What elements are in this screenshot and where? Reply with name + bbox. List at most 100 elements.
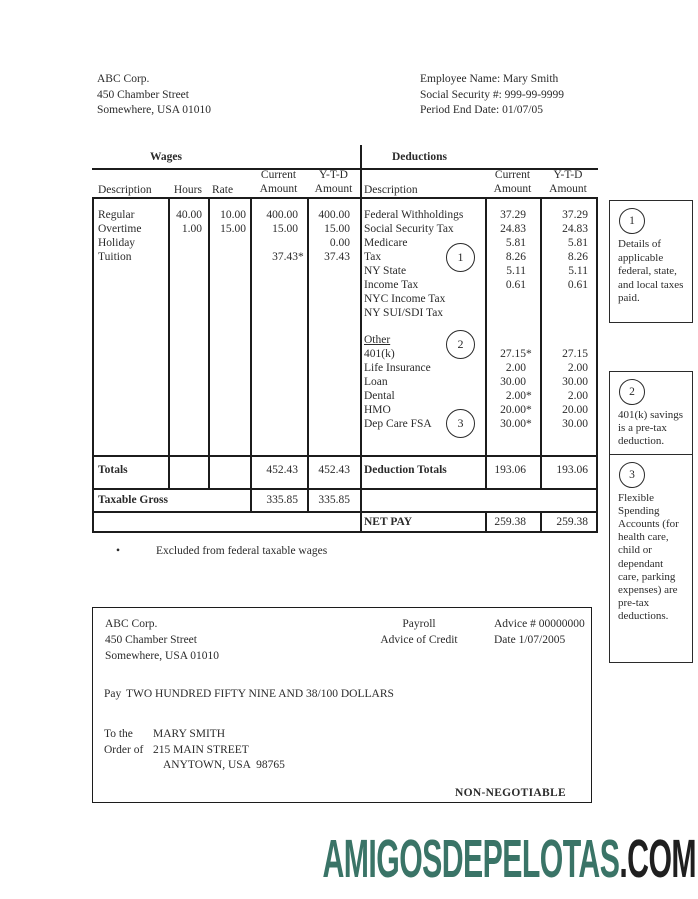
watermark-tld: .COM [619, 829, 696, 889]
footnote: • Excluded from federal taxable wages [116, 545, 327, 557]
check-type-line2: Advice of Credit [380, 634, 458, 646]
wages-totals-current: 452.43 [266, 464, 298, 476]
company-address-block: ABC Corp. 450 Chamber Street Somewhere, … [97, 72, 211, 119]
deduction-ytd-amount: 2.00 [567, 362, 588, 374]
wages-totals-row: Totals 452.43 452.43 Deduction Totals 19… [92, 463, 598, 477]
wage-ytd-amount: 0.00 [329, 237, 350, 249]
employee-ssn: Social Security #: 999-99-9999 [420, 88, 565, 101]
wages-current-header-2: Amount [259, 183, 298, 195]
deduction-ytd-amount: 8.26 [567, 251, 588, 263]
order-of-label: Order of [104, 744, 144, 756]
footnote-text: Excluded from federal taxable wages [156, 545, 328, 557]
net-pay-current: 259.38 [494, 516, 526, 528]
callout-3-circle: 3 [446, 409, 475, 438]
employee-name: Employee Name: Mary Smith [420, 73, 559, 85]
advice-number: Advice # 00000000 [494, 618, 585, 630]
wage-description: Tuition [98, 251, 132, 263]
col-line-desc-hours [168, 197, 170, 488]
ded-col-line-current-ytd [540, 197, 542, 488]
wage-description: Holiday [98, 237, 136, 249]
deduction-description: Loan [364, 376, 388, 388]
bullet-icon: • [116, 545, 121, 557]
wages-deductions-divider [360, 145, 362, 533]
check-type-line1: Payroll [402, 618, 436, 630]
ded-current-header-1: Current [494, 169, 531, 181]
table-right-border [596, 197, 598, 533]
table-left-border [92, 197, 94, 533]
col-line-hours-rate [208, 197, 210, 488]
deduction-description: Dep Care FSA [364, 418, 432, 430]
deduction-totals-current: 193.06 [494, 464, 526, 476]
wages-current-header-1: Current [260, 169, 297, 181]
deduction-row: NYC Income Tax [92, 292, 598, 306]
ded-ytd-header-1: Y-T-D [553, 169, 583, 181]
deduction-description: NY SUI/SDI Tax [364, 307, 444, 319]
wages-row: Holiday 0.00 [92, 236, 598, 250]
deduction-current-amount: 37.29 [500, 209, 526, 221]
wages-section-title: Wages [150, 151, 182, 163]
deduction-row: Dep Care FSA 30.00* 30.00 [92, 417, 598, 431]
totals-top-border [92, 455, 598, 457]
deduction-description: Life Insurance [364, 362, 431, 374]
deduction-row: Other [92, 333, 598, 347]
deduction-totals-ytd: 193.06 [556, 464, 588, 476]
deduction-ytd-amount: 5.81 [567, 237, 588, 249]
wages-totals-ytd: 452.43 [318, 464, 350, 476]
to-the-label: To the [104, 728, 133, 740]
note-2-circle: 2 [619, 379, 645, 405]
deduction-description: NY State [364, 265, 407, 277]
taxable-gross-label: Taxable Gross [98, 494, 168, 506]
wage-rate: 10.00 [220, 209, 246, 221]
wages-hours-header: Hours [173, 184, 202, 196]
sidebar-note-1: 1 Details of applicable federal, state, … [609, 200, 693, 323]
wages-rate-header: Rate [212, 184, 234, 196]
net-pay-row: NET PAY 259.38 259.38 [92, 515, 598, 529]
deduction-ytd-amount: 20.00 [562, 404, 588, 416]
wages-row: Tuition 37.43* 37.43 [92, 250, 598, 264]
pay-label: Pay [104, 688, 122, 700]
watermark-brand: AMIGOSDEPELOTAS [322, 829, 620, 889]
taxable-gross-current: 335.85 [266, 494, 298, 506]
deduction-row: Life Insurance 2.00 2.00 [92, 361, 598, 375]
deduction-current-amount: 30.00* [500, 418, 532, 430]
check-company-city: Somewhere, USA 01010 [105, 650, 220, 662]
net-pay-ytd: 259.38 [556, 516, 588, 528]
ded-col-line-desc-current [485, 511, 487, 533]
deduction-ytd-amount: 5.11 [568, 265, 588, 277]
deduction-current-amount: 27.15* [500, 348, 532, 360]
ded-ytd-header-2: Amount [549, 183, 587, 195]
deduction-row: Dental 2.00* 2.00 [92, 389, 598, 403]
deduction-description: Federal Withholdings [364, 209, 464, 221]
check-company-street: 450 Chamber Street [105, 634, 197, 646]
note-1-circle: 1 [619, 208, 645, 234]
wages-ytd-header-2: Amount [314, 183, 353, 195]
wage-description: Overtime [98, 223, 142, 235]
deduction-description: Other [364, 334, 391, 346]
deduction-current-amount: 30.00 [500, 376, 526, 388]
check-section: ABC Corp. 450 Chamber Street Somewhere, … [92, 607, 592, 803]
deduction-current-amount: 2.00* [505, 390, 532, 402]
non-negotiable-label: NON-NEGOTIABLE [455, 787, 566, 799]
note-2-text: 401(k) savings is a pre-tax deduction. [618, 409, 684, 447]
wages-ytd-header-1: Y-T-D [319, 169, 348, 181]
deduction-row: 401(k) 27.15* 27.15 [92, 347, 598, 361]
deduction-current-amount: 8.26 [505, 251, 526, 263]
taxable-bottom-border [92, 511, 598, 513]
payee-city: ANYTOWN, USA 98765 [163, 759, 285, 771]
deduction-row: NY SUI/SDI Tax [92, 306, 598, 320]
sidebar-note-3: 3 Flexible Spending Accounts (for health… [609, 453, 693, 663]
taxable-gross-ytd: 335.85 [318, 494, 350, 506]
ded-col-line-current-ytd [540, 511, 542, 533]
deduction-ytd-amount: 30.00 [562, 418, 588, 430]
company-name: ABC Corp. [97, 73, 150, 85]
deduction-current-amount: 20.00* [500, 404, 532, 416]
payee-name: MARY SMITH [153, 728, 226, 740]
deduction-description: 401(k) [364, 348, 395, 360]
ded-description-header: Description [364, 184, 418, 196]
employee-info-block: Employee Name: Mary Smith Social Securit… [420, 72, 564, 119]
wage-ytd-amount: 15.00 [324, 223, 350, 235]
wages-description-header: Description [98, 184, 152, 196]
taxable-gross-row: Taxable Gross 335.85 335.85 [92, 493, 598, 507]
deduction-description: NYC Income Tax [364, 293, 446, 305]
col-line-current-ytd [307, 197, 309, 511]
